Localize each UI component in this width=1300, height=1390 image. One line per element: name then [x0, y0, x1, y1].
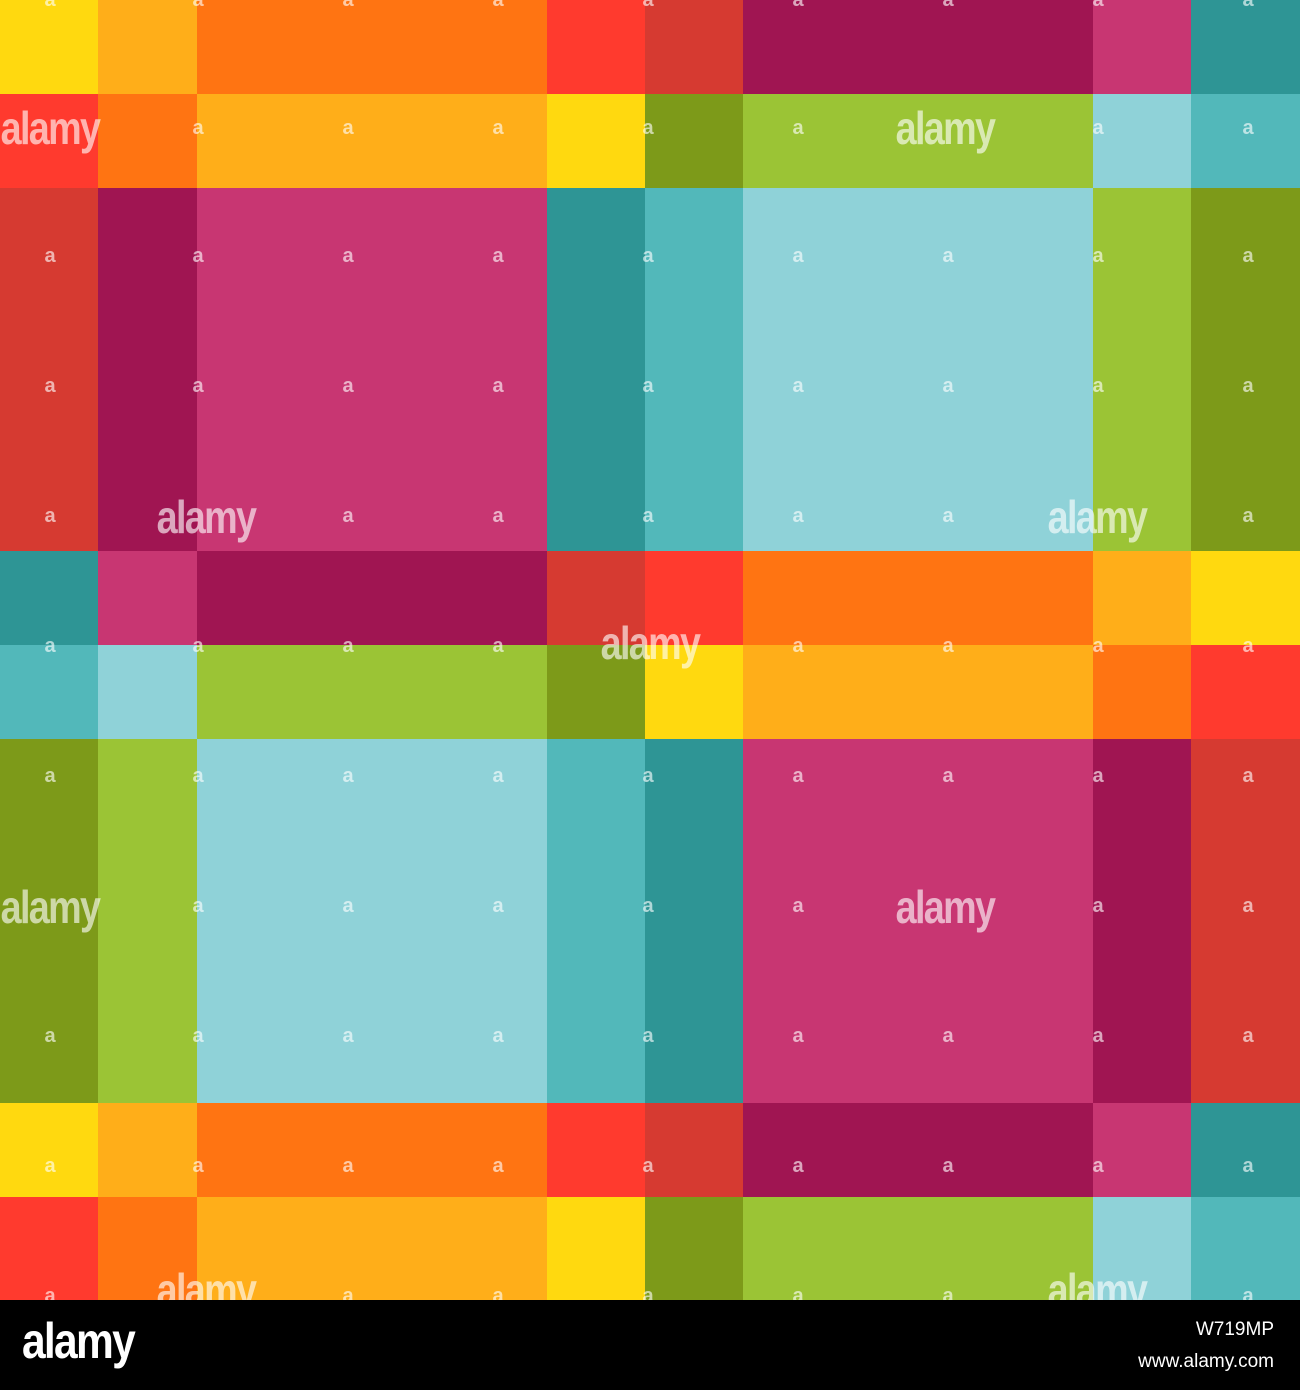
plaid-pattern: alamy alamy alamy alamy alamy alamy alamy alamy…	[0, 0, 1300, 1300]
plaid-cell	[547, 188, 645, 551]
plaid-cell	[547, 739, 645, 1103]
plaid-cell	[1093, 1103, 1191, 1197]
plaid-cell	[743, 0, 1093, 94]
plaid-cell	[1191, 1103, 1300, 1197]
plaid-cell	[1191, 188, 1300, 551]
plaid-cell	[197, 1197, 547, 1300]
plaid-cell	[547, 645, 645, 739]
plaid-cell	[645, 551, 743, 645]
plaid-cell	[1191, 0, 1300, 94]
plaid-cell	[1093, 0, 1191, 94]
plaid-cell	[197, 739, 547, 1103]
plaid-cell	[743, 551, 1093, 645]
plaid-cell	[645, 739, 743, 1103]
plaid-cell	[743, 645, 1093, 739]
plaid-cell	[1191, 1197, 1300, 1300]
plaid-cell	[1093, 94, 1191, 188]
plaid-cell	[547, 551, 645, 645]
plaid-cell	[0, 1197, 98, 1300]
plaid-cell	[1093, 1197, 1191, 1300]
footer-bar: alamy W719MP www.alamy.com	[0, 1300, 1300, 1390]
plaid-cell	[547, 0, 645, 94]
plaid-cell	[1191, 739, 1300, 1103]
plaid-cell	[645, 0, 743, 94]
plaid-cell	[743, 1103, 1093, 1197]
plaid-cell	[98, 739, 197, 1103]
plaid-cell	[547, 94, 645, 188]
plaid-cell	[645, 1197, 743, 1300]
plaid-cell	[197, 551, 547, 645]
plaid-cell	[0, 551, 98, 645]
plaid-cell	[1191, 94, 1300, 188]
plaid-cell	[645, 1103, 743, 1197]
plaid-cell	[645, 645, 743, 739]
plaid-cell	[743, 1197, 1093, 1300]
plaid-cell	[1093, 739, 1191, 1103]
plaid-cell	[743, 739, 1093, 1103]
plaid-cell	[0, 1103, 98, 1197]
plaid-cell	[1093, 645, 1191, 739]
plaid-cell	[743, 94, 1093, 188]
plaid-cell	[547, 1103, 645, 1197]
plaid-cell	[743, 188, 1093, 551]
plaid-cell	[645, 188, 743, 551]
plaid-cell	[197, 645, 547, 739]
plaid-cell	[98, 188, 197, 551]
plaid-cell	[1191, 645, 1300, 739]
plaid-cell	[98, 645, 197, 739]
plaid-cell	[1191, 551, 1300, 645]
plaid-cell	[98, 1197, 197, 1300]
plaid-cell	[98, 1103, 197, 1197]
plaid-cell	[197, 0, 547, 94]
plaid-cell	[197, 94, 547, 188]
site-url: www.alamy.com	[1138, 1351, 1274, 1372]
plaid-cell	[0, 94, 98, 188]
plaid-cell	[0, 188, 98, 551]
plaid-cell	[98, 0, 197, 94]
plaid-cell	[645, 94, 743, 188]
footer-logo: alamy	[22, 1313, 136, 1369]
plaid-cell	[0, 645, 98, 739]
plaid-cell	[197, 1103, 547, 1197]
plaid-cell	[197, 188, 547, 551]
plaid-cell	[0, 0, 98, 94]
plaid-cell	[98, 551, 197, 645]
image-id: W719MP	[1195, 1319, 1274, 1340]
plaid-cell	[1093, 188, 1191, 551]
plaid-cell	[547, 1197, 645, 1300]
plaid-cell	[1093, 551, 1191, 645]
plaid-cell	[98, 94, 197, 188]
plaid-cell	[0, 739, 98, 1103]
